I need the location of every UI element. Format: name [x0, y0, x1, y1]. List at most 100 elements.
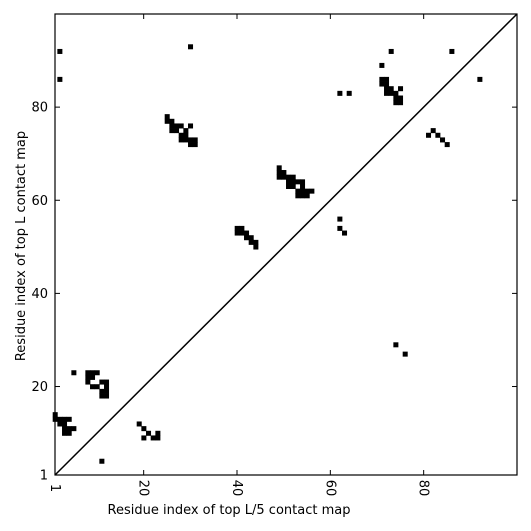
contact-cell [239, 225, 245, 231]
contact-cell [440, 137, 446, 143]
contact-cell [244, 235, 250, 241]
contact-cell [183, 132, 189, 138]
contact-cell [248, 239, 254, 245]
contact-cell [286, 183, 292, 189]
contact-cell [300, 179, 306, 185]
contact-cell [169, 118, 175, 124]
contact-cell [253, 244, 259, 250]
contact-cell [66, 416, 72, 422]
contact-cell [90, 370, 96, 376]
contact-cell [155, 435, 161, 441]
x-axis-ticks: 1 20 40 60 80 [47, 14, 431, 496]
contact-cell [295, 188, 301, 194]
contact-cell [379, 76, 385, 82]
contact-cell [398, 100, 404, 106]
contact-cell [379, 62, 385, 68]
contact-cell [188, 123, 194, 129]
contact-cell [71, 370, 77, 376]
x-tick-label: 80 [416, 480, 431, 497]
contact-cell [90, 384, 96, 390]
contact-cell [85, 374, 91, 380]
y-axis-label: Residue index of top L contact map [14, 131, 29, 361]
contact-cell [174, 128, 180, 134]
contact-cell [281, 170, 287, 176]
contact-cell [304, 193, 310, 199]
contact-cell [57, 48, 63, 54]
contact-cell [104, 379, 110, 385]
contact-cell [178, 132, 184, 138]
contact-cell [71, 426, 77, 432]
contact-cell [85, 379, 91, 385]
contact-cell [183, 128, 189, 134]
contact-cell [104, 393, 110, 399]
contact-cell [384, 81, 390, 87]
contact-cell [290, 179, 296, 185]
contact-cell [379, 81, 385, 87]
contact-cell [141, 426, 147, 432]
contact-cell [62, 430, 68, 436]
y-axis-ticks: 1 20 40 60 80 [31, 101, 517, 484]
contact-cell [99, 458, 105, 464]
contact-cell [188, 44, 194, 50]
contact-cell [337, 225, 343, 231]
contact-cell [276, 170, 282, 176]
x-tick-label: 20 [136, 480, 151, 497]
contact-cell [426, 132, 432, 138]
contact-cell [253, 239, 259, 245]
contact-cell [174, 123, 180, 129]
y-tick-label: 20 [31, 380, 48, 395]
y-tick-label: 80 [31, 101, 48, 116]
contact-cell [192, 142, 198, 148]
contact-cell [337, 90, 343, 96]
contact-cell [290, 174, 296, 180]
contact-cell [398, 95, 404, 101]
contact-cell [57, 421, 63, 427]
contact-cell [295, 193, 301, 199]
contact-cell [300, 188, 306, 194]
y-tick-label: 60 [31, 194, 48, 209]
contact-cell [290, 183, 296, 189]
contact-cell [388, 48, 394, 54]
contact-cell [66, 426, 72, 432]
contact-cell [178, 123, 184, 129]
contact-cell [337, 216, 343, 222]
contact-cell [300, 183, 306, 189]
plot-frame [54, 13, 518, 476]
contact-cell [393, 342, 399, 348]
contact-cell [276, 174, 282, 180]
contact-cell [393, 100, 399, 106]
contact-cell [57, 76, 63, 82]
x-tick-label: 60 [322, 480, 337, 497]
contact-cell [136, 421, 142, 427]
contact-cell [183, 137, 189, 143]
contact-cell [62, 416, 68, 422]
contact-cell [94, 384, 100, 390]
contact-cell [90, 374, 96, 380]
contact-cell [62, 421, 68, 427]
contact-cell [388, 86, 394, 92]
contact-cell [398, 86, 404, 92]
contact-cell [169, 123, 175, 129]
contact-cell [435, 132, 441, 138]
contact-cell [192, 137, 198, 143]
contact-cell [178, 137, 184, 143]
contact-cell [248, 235, 254, 241]
contact-cell [239, 230, 245, 236]
contact-cell [346, 90, 352, 96]
contact-cell [342, 230, 348, 236]
contact-cell [94, 370, 100, 376]
contact-cell [169, 128, 175, 134]
contact-cell [393, 90, 399, 96]
y-tick-label: 40 [31, 287, 48, 302]
contact-cell [62, 426, 68, 432]
x-axis-label: Residue index of top L/5 contact map [108, 503, 351, 518]
contact-cell [384, 86, 390, 92]
contact-cell [164, 114, 170, 120]
contact-cell [85, 370, 91, 376]
contact-cell [402, 351, 408, 357]
contact-cell [286, 179, 292, 185]
contact-cell [164, 118, 170, 124]
contact-cell [304, 188, 310, 194]
contact-cell [99, 388, 105, 394]
